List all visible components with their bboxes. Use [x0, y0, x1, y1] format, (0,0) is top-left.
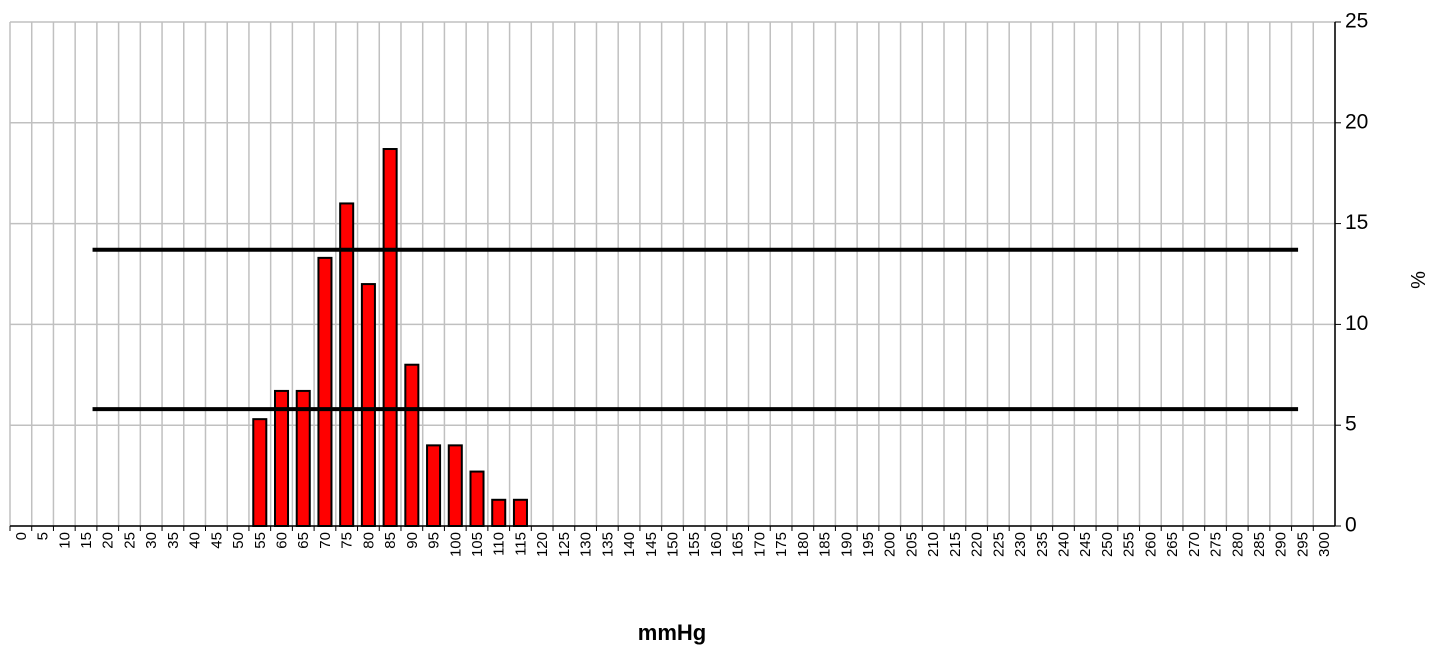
x-tick-label: 100 [447, 532, 464, 557]
x-tick-label: 0 [13, 532, 30, 540]
x-tick-label: 250 [1099, 532, 1116, 557]
bar [339, 202, 355, 527]
y-tick-label: 15 [1345, 211, 1368, 234]
bar [317, 256, 333, 527]
y-tick-label: 25 [1345, 10, 1368, 33]
x-tick-label: 160 [708, 532, 725, 557]
x-tick-label: 245 [1077, 532, 1094, 557]
x-tick-label: 175 [773, 532, 790, 557]
x-tick-label: 285 [1251, 532, 1268, 557]
x-tick-label: 165 [730, 532, 747, 557]
x-tick-label: 55 [252, 532, 269, 549]
x-tick-label: 115 [512, 532, 529, 556]
y-axis-label: % [1408, 271, 1430, 289]
x-tick-label: 205 [903, 532, 920, 557]
bar [295, 389, 311, 528]
x-tick-label: 210 [925, 532, 942, 557]
x-tick-label: 265 [1164, 532, 1181, 557]
bar [469, 470, 485, 527]
x-tick-label: 190 [838, 532, 855, 557]
bar [274, 389, 290, 528]
y-tick-label: 20 [1345, 110, 1368, 133]
x-tick-label: 5 [35, 532, 52, 540]
x-tick-label: 185 [817, 532, 834, 557]
x-tick-label: 220 [969, 532, 986, 557]
x-tick-label: 50 [230, 532, 247, 549]
x-tick-label: 130 [578, 532, 595, 557]
x-tick-label: 270 [1186, 532, 1203, 557]
x-tick-label: 120 [534, 532, 551, 557]
x-tick-label: 225 [990, 532, 1007, 557]
x-tick-label: 295 [1294, 532, 1311, 557]
bar [404, 363, 420, 527]
x-tick-label: 140 [621, 532, 638, 557]
x-tick-label: 235 [1034, 532, 1051, 557]
x-tick-label: 215 [947, 532, 964, 557]
y-tick-label: 0 [1345, 514, 1357, 537]
x-tick-label: 155 [686, 532, 703, 557]
x-tick-label: 85 [382, 532, 399, 549]
x-tick-label: 195 [860, 532, 877, 557]
x-tick-label: 95 [426, 532, 443, 549]
x-tick-label: 275 [1208, 532, 1225, 557]
x-tick-label: 135 [599, 532, 616, 557]
x-tick-label: 145 [643, 532, 660, 557]
bar [382, 148, 398, 527]
x-tick-label: 300 [1316, 532, 1333, 557]
bar [360, 283, 376, 527]
bar [426, 444, 442, 527]
x-tick-label: 200 [882, 532, 899, 557]
x-tick-label: 105 [469, 532, 486, 557]
x-tick-label: 280 [1229, 532, 1246, 557]
x-tick-label: 30 [143, 532, 160, 549]
x-tick-label: 255 [1121, 532, 1138, 557]
x-tick-label: 40 [187, 532, 204, 549]
x-tick-label: 60 [274, 532, 291, 549]
x-tick-label: 125 [556, 532, 573, 557]
x-tick-label: 15 [78, 532, 95, 549]
x-tick-label: 170 [751, 532, 768, 557]
x-tick-label: 70 [317, 532, 334, 549]
x-tick-label: 90 [404, 532, 421, 549]
x-tick-label: 35 [165, 532, 182, 549]
x-tick-label: 150 [665, 532, 682, 557]
y-tick-label: 5 [1345, 413, 1357, 436]
bar [447, 444, 463, 527]
x-tick-label: 290 [1273, 532, 1290, 557]
bar [252, 418, 268, 528]
bar [512, 498, 528, 527]
x-axis-label: mmHg [638, 620, 706, 645]
x-tick-label: 110 [491, 532, 508, 556]
x-tick-label: 240 [1055, 532, 1072, 557]
x-tick-label: 45 [208, 532, 225, 549]
x-tick-label: 260 [1142, 532, 1159, 557]
x-tick-label: 65 [295, 532, 312, 549]
x-tick-label: 180 [795, 532, 812, 557]
x-tick-label: 20 [100, 532, 117, 549]
bar [491, 498, 507, 527]
x-tick-label: 25 [121, 532, 138, 549]
x-tick-label: 10 [56, 532, 73, 549]
x-tick-label: 80 [360, 532, 377, 549]
x-tick-label: 75 [339, 532, 356, 549]
y-tick-label: 10 [1345, 312, 1368, 335]
x-tick-label: 230 [1012, 532, 1029, 557]
